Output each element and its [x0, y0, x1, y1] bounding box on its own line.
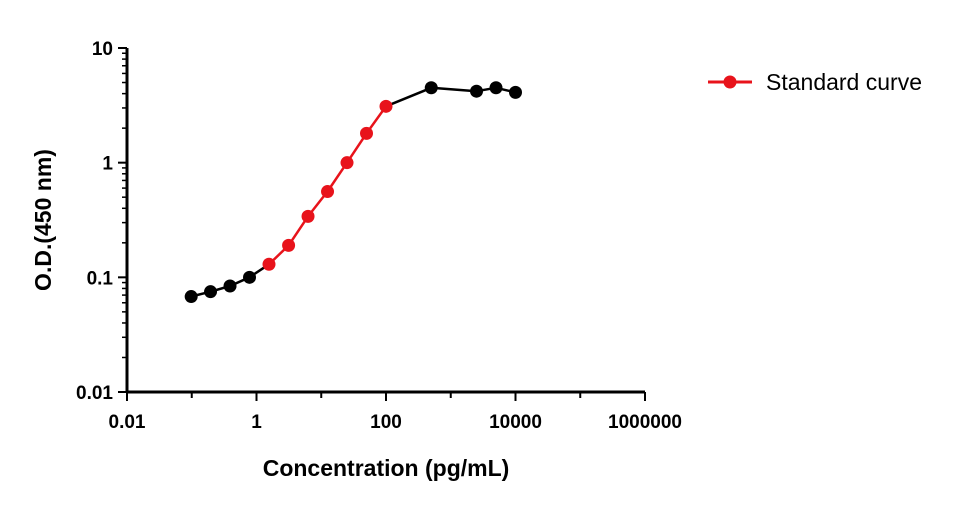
standard-curve-point [262, 257, 276, 271]
black-data-point [223, 279, 237, 293]
black-data-point [470, 84, 484, 98]
standard-curve-point [301, 209, 315, 223]
black-data-point [509, 85, 522, 99]
y-tick-label: 1 [102, 154, 113, 175]
y-tick-label: 0.01 [76, 383, 113, 404]
black-data-point [424, 81, 438, 95]
standard-curve-point [282, 238, 296, 252]
legend: Standard curve [708, 69, 922, 95]
legend-label: Standard curve [766, 69, 922, 95]
series-lines [190, 86, 516, 298]
x-tick-label: 100 [370, 412, 402, 433]
x-tick-label: 1 [251, 412, 262, 433]
y-tick-label: 10 [92, 39, 113, 60]
standard-curve-point [379, 99, 393, 113]
x-tick-label: 10000 [489, 412, 542, 433]
axes [125, 48, 645, 394]
black-data-point [204, 285, 218, 299]
x-tick-label: 1000000 [608, 412, 682, 433]
y-tick-label: 0.1 [87, 268, 114, 289]
x-axis-title: Concentration (pg/mL) [263, 455, 510, 481]
standard-curve-point [321, 185, 335, 199]
series-points [184, 81, 522, 304]
tick-labels: 0.01 1 100 10000 1000000 0.01 0.1 1 10 [76, 39, 682, 433]
black-data-point [489, 81, 503, 95]
ticks [118, 47, 646, 401]
black-data-point [243, 270, 257, 284]
standard-curve-point [340, 156, 354, 170]
black-data-point [184, 290, 198, 304]
y-axis-title: O.D.(450 nm) [30, 149, 56, 291]
standard-curve-point [360, 126, 374, 140]
x-tick-label: 0.01 [109, 412, 146, 433]
legend-marker [723, 75, 737, 89]
